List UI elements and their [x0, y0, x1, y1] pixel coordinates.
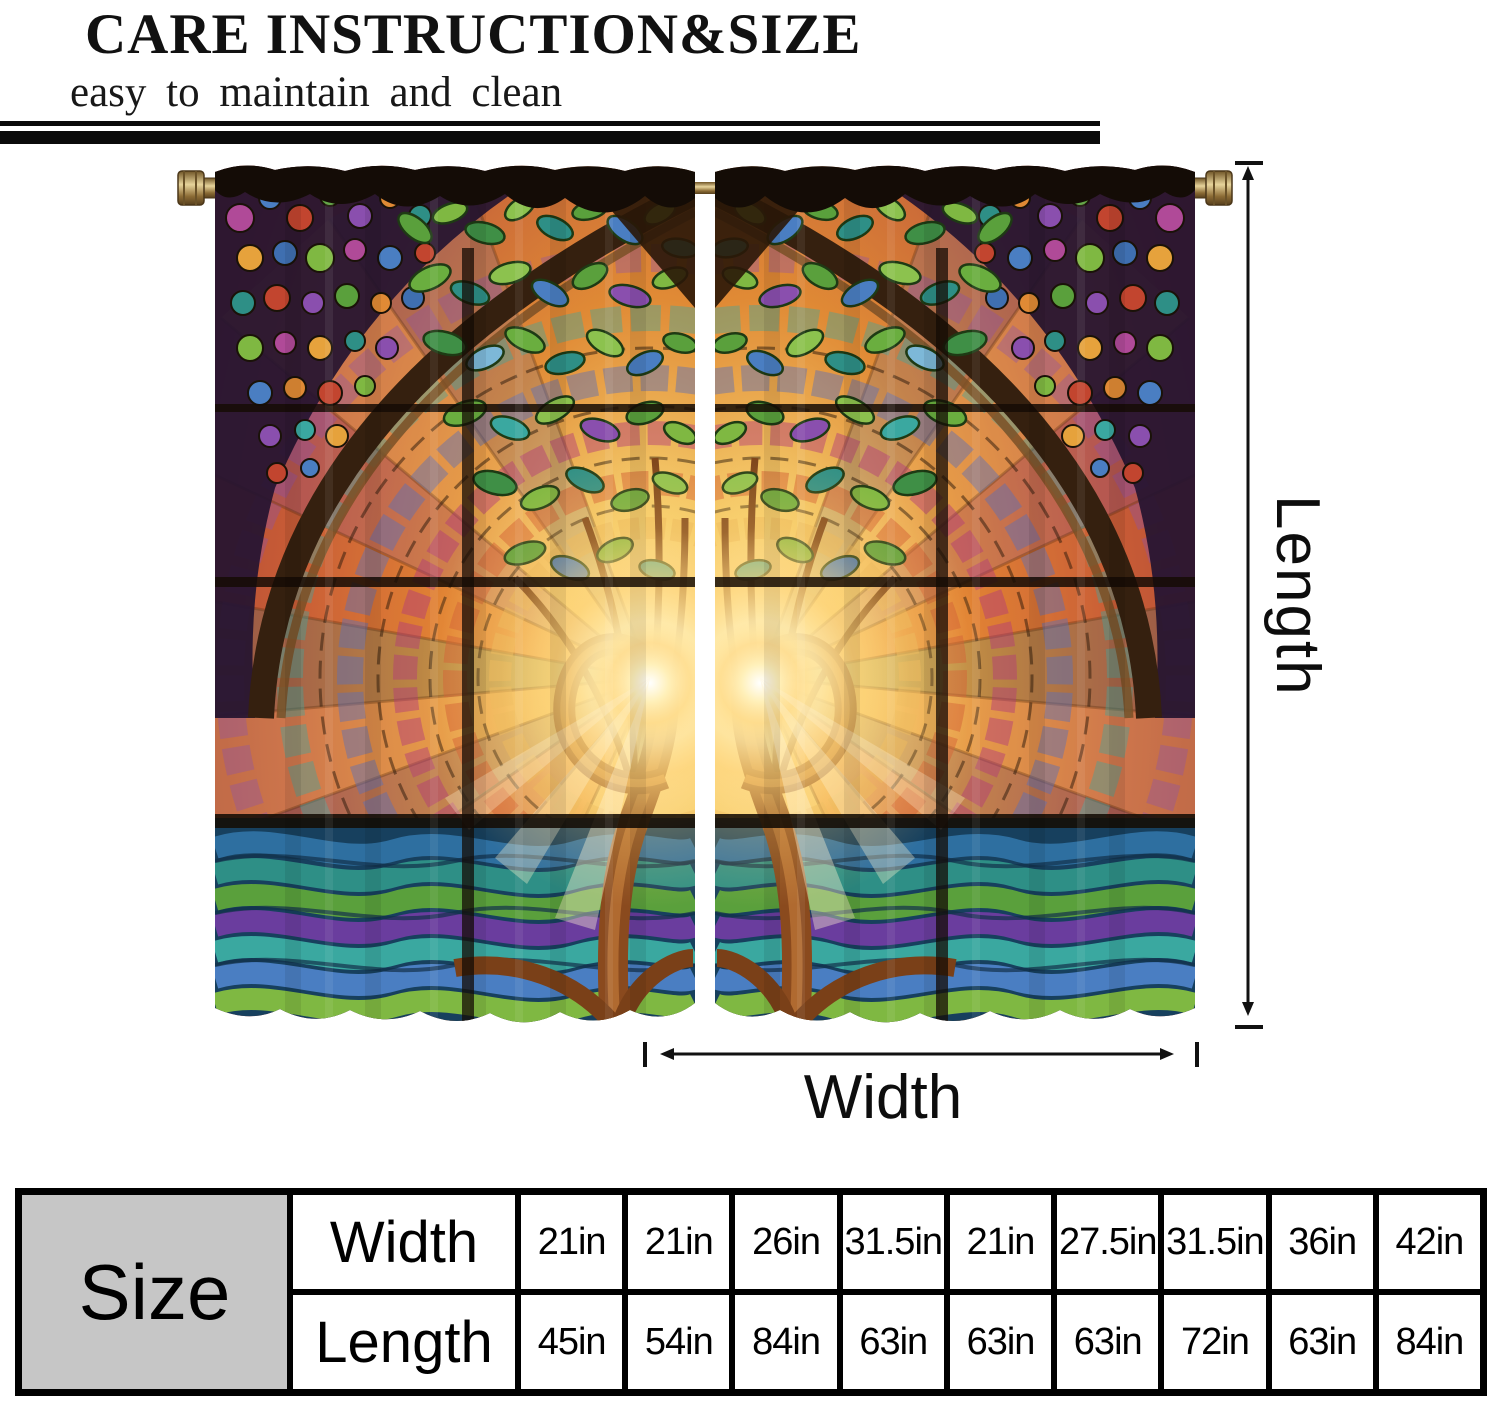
length-value-cell: 72in — [1164, 1295, 1266, 1389]
length-value-cell: 63in — [1057, 1295, 1159, 1389]
size-table: Size Width 21in 21in 26in 31.5in 21in 27… — [15, 1188, 1487, 1396]
width-value-cell: 36in — [1271, 1195, 1373, 1289]
length-arrow — [1235, 161, 1263, 1029]
length-label: Length — [1263, 495, 1332, 697]
length-value-cell: 63in — [1271, 1295, 1373, 1389]
width-label: Width — [803, 1063, 963, 1132]
care-title: CARE INSTRUCTION&SIZE — [85, 3, 862, 66]
width-value-cell: 21in — [521, 1195, 623, 1289]
product-photo — [177, 158, 1233, 1040]
care-subtitle: easy to maintain and clean — [70, 69, 563, 116]
size-corner-cell: Size — [22, 1195, 287, 1389]
length-value-cell: 84in — [735, 1295, 837, 1389]
width-value-cell: 26in — [735, 1195, 837, 1289]
width-value-cell: 21in — [628, 1195, 730, 1289]
divider-line-thin — [0, 121, 1100, 126]
width-arrow — [643, 1042, 1199, 1067]
width-row-header: Width — [293, 1195, 515, 1289]
length-value-cell: 63in — [949, 1295, 1052, 1389]
width-value-cell: 31.5in — [842, 1195, 944, 1289]
length-value-cell: 45in — [521, 1295, 623, 1389]
divider-line-thick — [0, 131, 1100, 144]
width-value-cell: 42in — [1378, 1195, 1480, 1289]
width-value-cell: 21in — [949, 1195, 1052, 1289]
length-value-cell: 84in — [1378, 1295, 1480, 1389]
length-row-header: Length — [293, 1295, 515, 1389]
length-value-cell: 54in — [628, 1295, 730, 1389]
length-value-cell: 63in — [842, 1295, 944, 1389]
width-value-cell: 31.5in — [1164, 1195, 1266, 1289]
width-value-cell: 27.5in — [1057, 1195, 1159, 1289]
